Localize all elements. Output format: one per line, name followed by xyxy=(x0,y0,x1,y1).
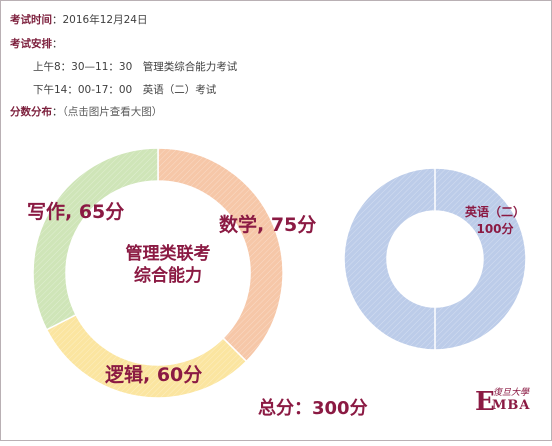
english-donut xyxy=(343,167,527,351)
center-label-line: 管理类联考 xyxy=(125,244,211,264)
exam-time-value: 2016年12月24日 xyxy=(62,14,148,26)
main-chart-center-label: 管理类联考 综合能力 xyxy=(113,243,223,287)
center-label-line: 综合能力 xyxy=(134,266,202,286)
logo-text-en: MBA xyxy=(492,398,531,413)
english-label-name: 英语（二） xyxy=(464,205,525,219)
exam-schedule-label: 考试安排 xyxy=(10,38,52,50)
main-donut-slice-texture xyxy=(46,314,247,399)
schedule-item: 上午8：30—11：30 管理类综合能力考试 xyxy=(33,61,238,73)
score-chart[interactable]: 写作, 65分 数学, 75分 逻辑, 60分 管理类联考 综合能力 英语（二）… xyxy=(1,121,552,442)
logo-seal: E xyxy=(475,387,495,417)
exam-time-row: 考试时间：2016年12月24日 xyxy=(10,13,147,27)
donut-charts-svg xyxy=(32,147,527,399)
main-donut-slice-texture xyxy=(32,148,158,330)
writing-label: 写作, 65分 xyxy=(27,201,125,223)
exam-time-sep: ： xyxy=(52,14,63,26)
exam-time-label: 考试时间 xyxy=(10,14,52,26)
score-dist-label: 分数分布 xyxy=(10,106,52,118)
main-donut xyxy=(32,147,284,399)
english-label-score: 100分 xyxy=(476,222,514,236)
main-donut-slice-texture xyxy=(158,148,284,362)
logic-label: 逻辑, 60分 xyxy=(105,364,203,386)
fudan-mba-logo: E 復旦大學 MBA xyxy=(475,385,535,417)
total-score-label: 总分：300分 xyxy=(258,398,368,419)
exam-schedule-row: 考试安排： xyxy=(10,37,63,51)
schedule-item: 下午14：00-17：00 英语（二）考试 xyxy=(33,84,217,96)
score-dist-note: （点击图片查看大图） xyxy=(62,106,163,118)
english-label: 英语（二） 100分 xyxy=(462,204,528,238)
logo-text-cn: 復旦大學 xyxy=(493,388,530,398)
score-dist-row: 分数分布：（点击图片查看大图） xyxy=(10,105,162,119)
english-donut-slice-texture xyxy=(344,168,526,350)
math-label: 数学, 75分 xyxy=(219,214,317,236)
score-dist-sep: ： xyxy=(52,106,63,118)
exam-schedule-sep: ： xyxy=(52,38,63,50)
